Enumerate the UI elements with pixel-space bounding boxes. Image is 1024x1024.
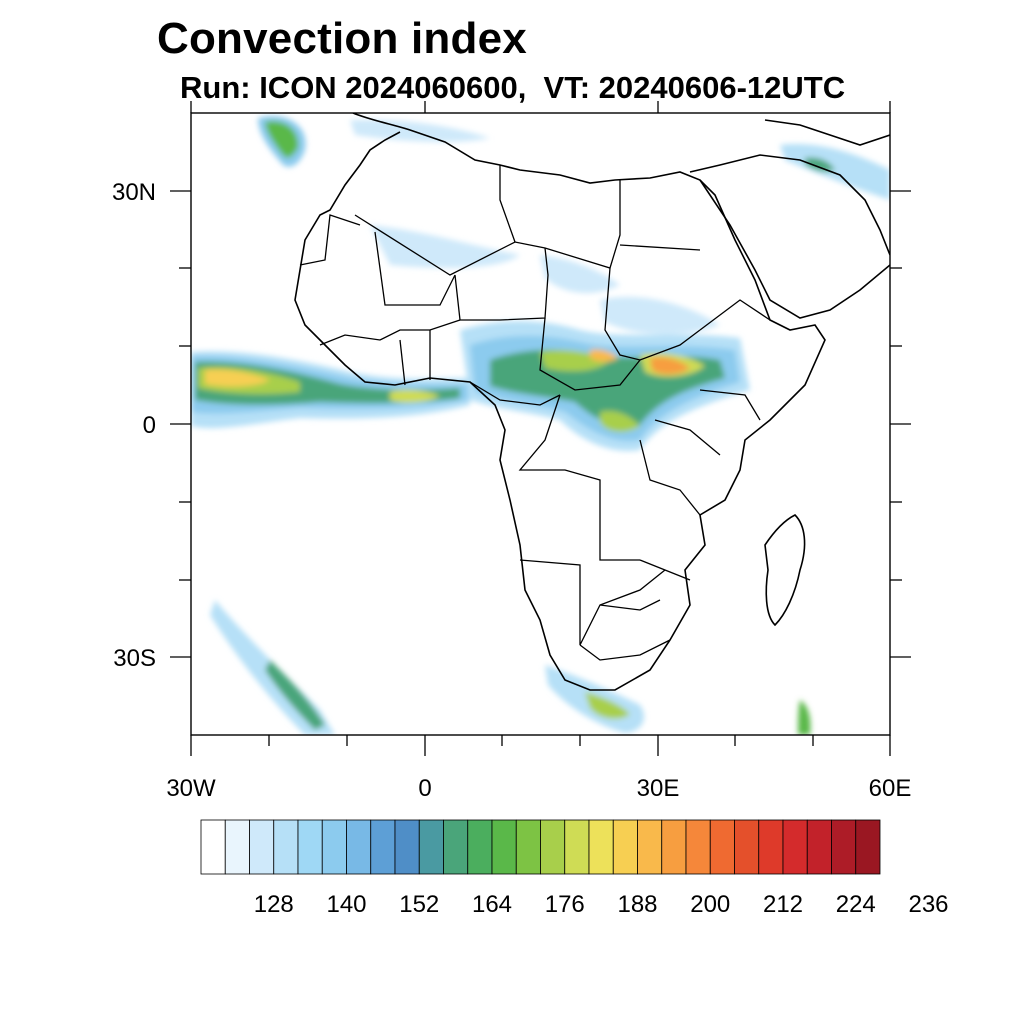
colorbar-swatch <box>418 819 444 875</box>
lat-label-30n: 30N <box>112 179 156 206</box>
colorbar-swatch <box>249 819 275 875</box>
lat-label-0: 0 <box>143 412 156 439</box>
colorbar-label: 212 <box>763 891 803 918</box>
lon-label-30e: 30E <box>637 775 680 802</box>
colorbar-swatch <box>782 819 808 875</box>
colorbar-label: 140 <box>326 891 366 918</box>
colorbar-swatch <box>467 819 493 875</box>
colorbar-swatch <box>540 819 566 875</box>
colorbar-label: 200 <box>690 891 730 918</box>
colorbar-label: 236 <box>908 891 948 918</box>
colorbar-swatch <box>200 819 226 875</box>
colorbar-swatch <box>806 819 832 875</box>
lon-label-0: 0 <box>418 775 431 802</box>
colorbar-swatch <box>394 819 420 875</box>
map-frame <box>190 112 891 736</box>
colorbar-swatch <box>515 819 541 875</box>
colorbar-label: 128 <box>254 891 294 918</box>
colorbar-label: 164 <box>472 891 512 918</box>
lon-label-60e: 60E <box>869 775 912 802</box>
colorbar-swatch <box>564 819 590 875</box>
colorbar-swatch <box>321 819 347 875</box>
lat-ticks <box>170 190 911 658</box>
colorbar <box>200 819 881 875</box>
colorbar-swatch <box>855 819 881 875</box>
colorbar-labels: 128 140 152 164 176 188 200 212 224 236 <box>254 891 949 918</box>
colorbar-swatch <box>273 819 299 875</box>
colorbar-swatch <box>297 819 323 875</box>
lat-label-30s: 30S <box>113 645 156 672</box>
colorbar-swatch <box>370 819 396 875</box>
colorbar-swatch <box>709 819 735 875</box>
country-borders <box>299 165 771 661</box>
colorbar-swatch <box>612 819 638 875</box>
map-subtitle: Run: ICON 2024060600, VT: 20240606-12UTC <box>180 70 846 105</box>
colorbar-swatch <box>685 819 711 875</box>
lon-label-30w: 30W <box>166 775 216 802</box>
colorbar-swatch <box>588 819 614 875</box>
colorbar-swatch <box>491 819 517 875</box>
colorbar-label: 152 <box>399 891 439 918</box>
colorbar-swatch <box>661 819 687 875</box>
lon-ticks <box>190 101 891 756</box>
colorbar-label: 188 <box>617 891 657 918</box>
colorbar-swatch <box>734 819 760 875</box>
colorbar-label: 224 <box>836 891 876 918</box>
convection-field <box>191 115 890 735</box>
colorbar-swatch <box>224 819 250 875</box>
colorbar-swatch <box>831 819 857 875</box>
colorbar-swatch <box>443 819 469 875</box>
map-title: Convection index <box>157 14 527 63</box>
colorbar-swatch <box>346 819 372 875</box>
colorbar-swatch <box>637 819 663 875</box>
colorbar-label: 176 <box>545 891 585 918</box>
colorbar-swatch <box>758 819 784 875</box>
